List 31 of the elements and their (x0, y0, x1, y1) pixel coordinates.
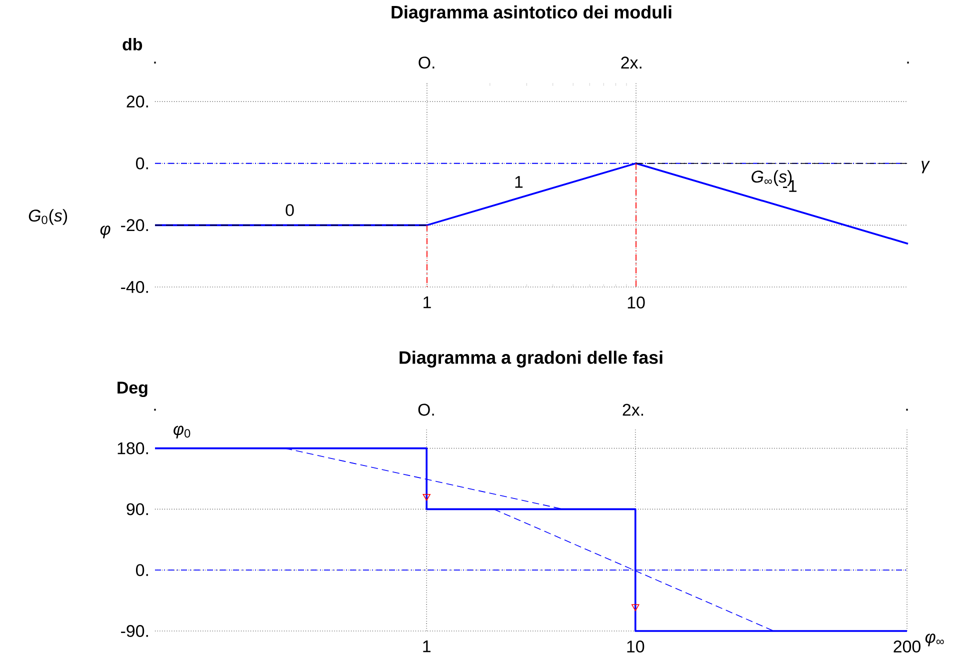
x-tick-label: 1 (423, 640, 431, 652)
text: . (154, 408, 156, 411)
text: . (906, 408, 908, 411)
text: . (907, 62, 909, 64)
text: . (154, 62, 156, 64)
text: γ (922, 160, 930, 174)
text: O. (418, 56, 434, 69)
y-tick-label: -90. (121, 625, 148, 637)
text: O. (418, 404, 434, 416)
y-tick-label: 0. (136, 564, 148, 576)
y-axis-title: Deg (118, 382, 148, 398)
x-tick-label: 10 (628, 296, 645, 309)
chart-title: Diagramma asintotico dei moduli (392, 5, 672, 22)
text: φ (100, 226, 110, 238)
x-tick-label: 200 (894, 640, 920, 653)
y-tick-label: 0. (136, 157, 148, 170)
text: G$_{0}$(s) (28, 209, 68, 225)
y-tick-label: -40. (121, 281, 148, 293)
y-tick-label: 180. (118, 442, 148, 454)
annotation: 1 (515, 176, 523, 188)
y-tick-label: -20. (121, 219, 148, 232)
annotation: 0 (286, 204, 294, 216)
annotation: φ$_{0}$ (174, 426, 190, 438)
x-tick-label: 10 (627, 640, 644, 653)
text: 2x. (622, 404, 644, 416)
text: φ$_{∞}$ (925, 634, 944, 646)
chart-title: Diagramma a gradoni delle fasi (400, 350, 662, 368)
y-tick-label: 20. (126, 96, 148, 108)
text: 2x. (621, 56, 642, 69)
y-tick-label: 90. (126, 503, 148, 516)
y-axis-title: db (122, 38, 142, 50)
